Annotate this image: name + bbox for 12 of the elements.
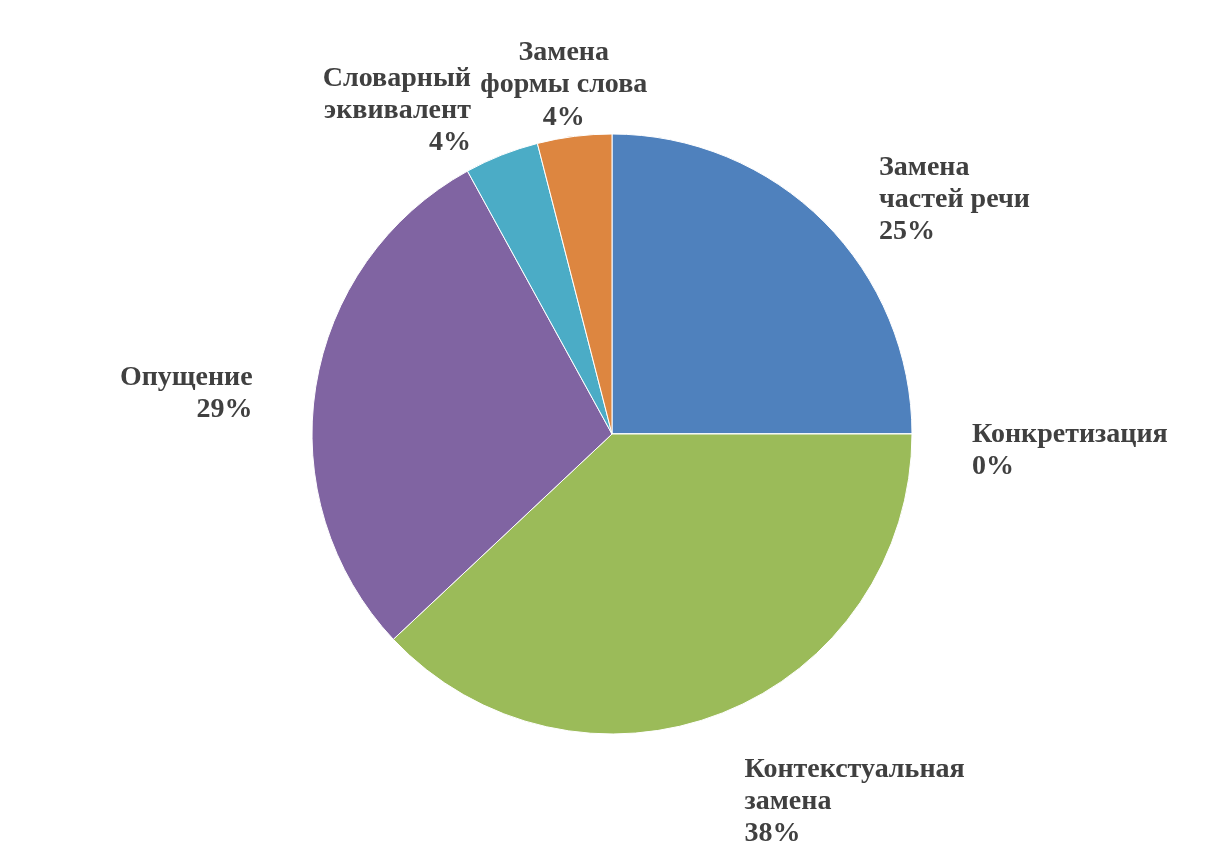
slice-label: Замена частей речи	[879, 149, 1030, 214]
slice-label: Словарный эквивалент	[322, 60, 472, 124]
data-label: 38%	[744, 816, 801, 848]
slice-label: Замена формы слова	[480, 35, 648, 99]
slice-label: Опущение	[119, 360, 253, 392]
text: 0%	[972, 449, 1014, 481]
slice-label: Контекстуальная замена	[744, 751, 965, 815]
category-label: Конкретизация	[972, 417, 1168, 448]
data-label: 4%	[428, 125, 471, 157]
data-label: 4%	[542, 99, 585, 131]
data-label: 29%	[196, 392, 253, 424]
data-label: 25%	[879, 214, 936, 246]
